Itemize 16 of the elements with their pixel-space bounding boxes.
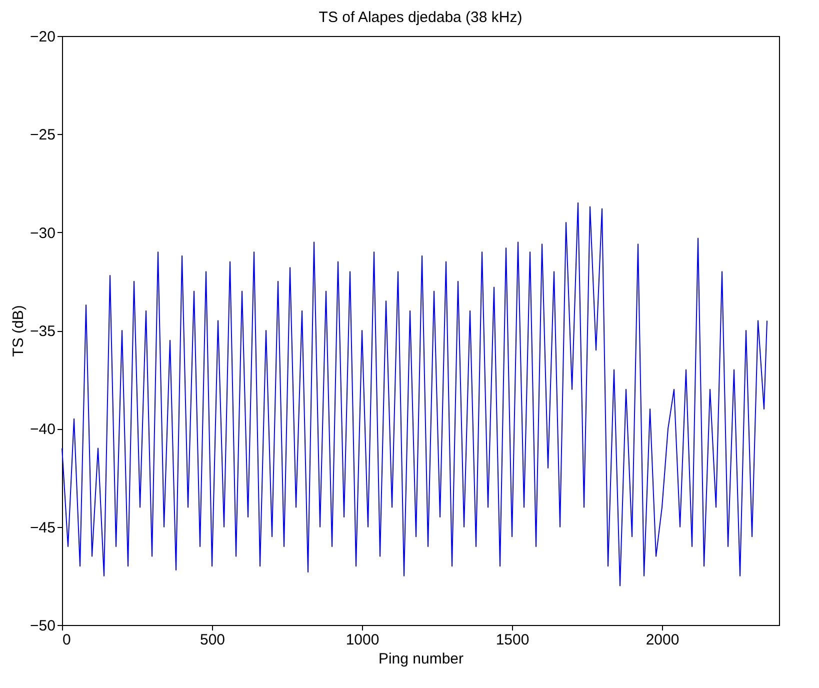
y-tick-label: −25 — [30, 126, 56, 144]
y-tick-label: −35 — [30, 323, 56, 340]
x-tick-label: 1500 — [496, 632, 530, 648]
x-tick-label: 500 — [200, 632, 226, 648]
y-axis-title: TS (dB) — [10, 305, 28, 357]
y-tick-label: −40 — [30, 421, 56, 438]
y-tick-label: −45 — [30, 519, 56, 536]
x-tick-label: 0 — [62, 632, 71, 648]
y-tick-label: −30 — [30, 224, 56, 242]
x-tick-label: 2000 — [646, 632, 680, 648]
y-tick-label: −50 — [30, 618, 56, 634]
x-axis-title: Ping number — [378, 650, 464, 668]
line-series — [62, 202, 768, 586]
chart-title: TS of Alapes djedaba (38 kHz) — [318, 9, 522, 26]
x-tick-label: 1000 — [346, 632, 380, 648]
y-tick-label: −20 — [30, 28, 56, 46]
